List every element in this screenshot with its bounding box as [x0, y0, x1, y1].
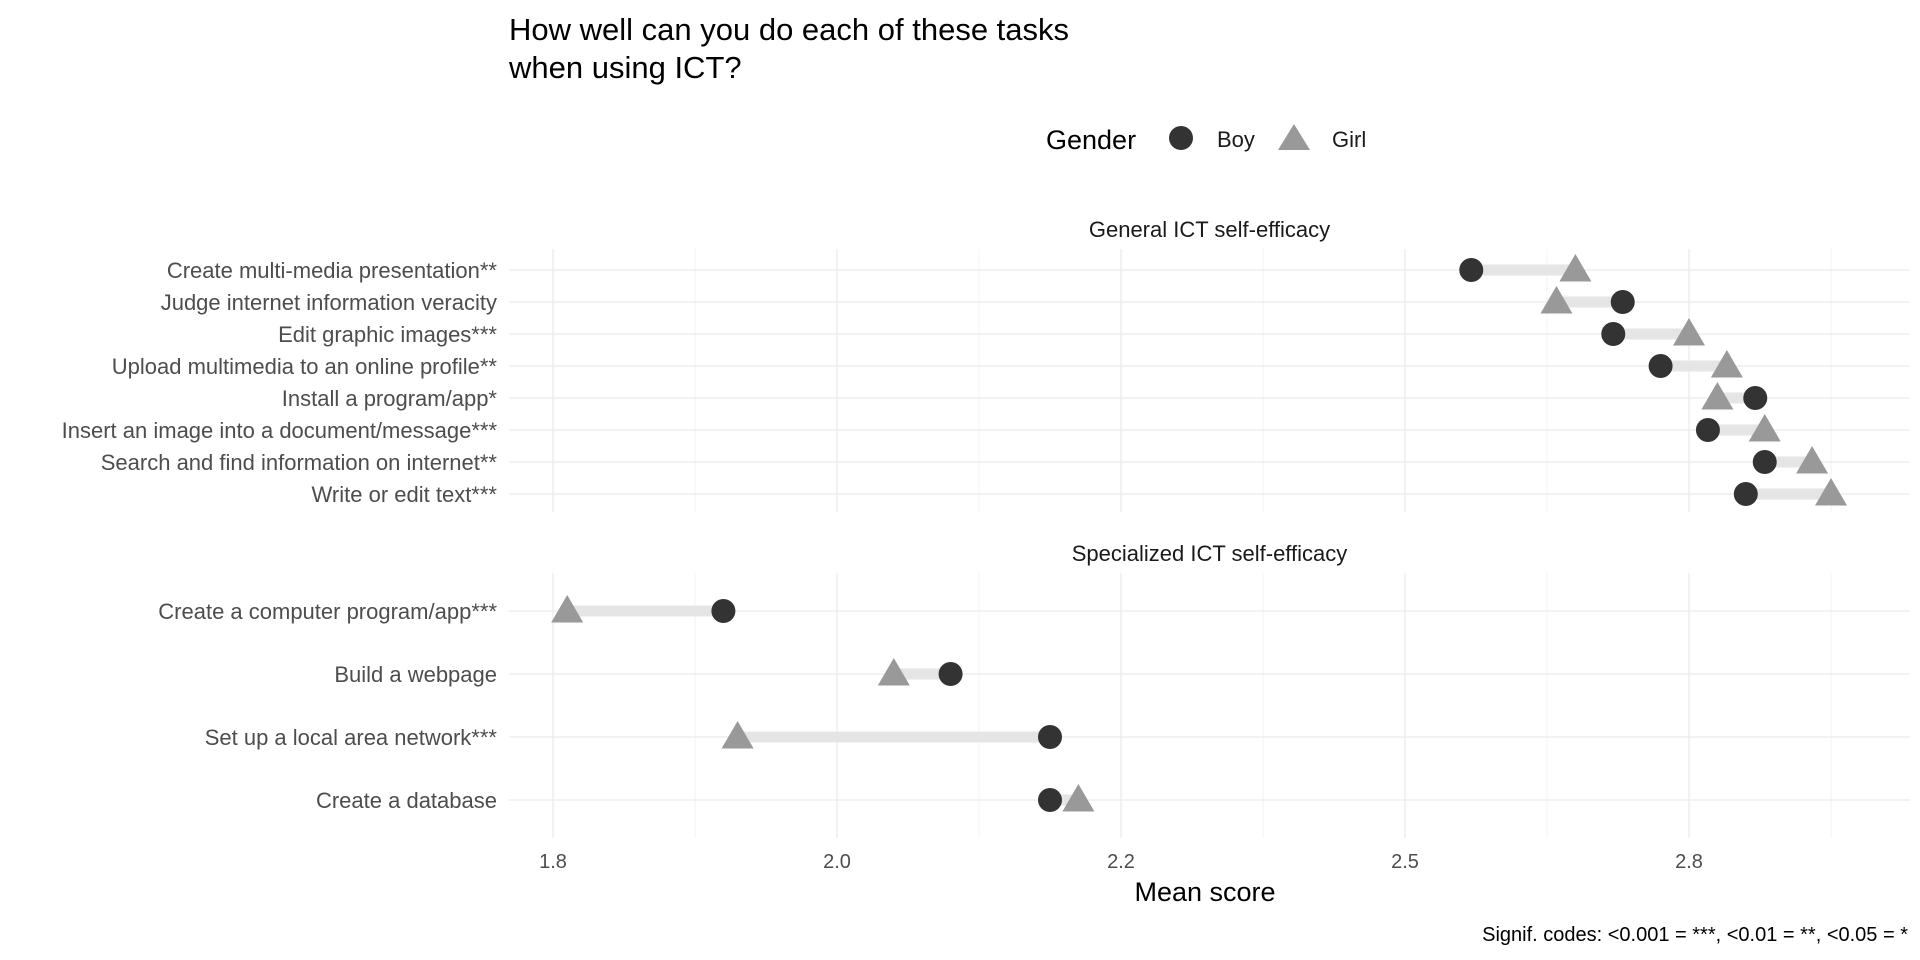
x-tick-label: 2.5 [1391, 851, 1419, 873]
girl-point [1710, 350, 1743, 378]
boy-point [1459, 258, 1484, 282]
legend-boy-marker [1169, 126, 1193, 150]
chart-title-line-2: when using ICT? [508, 50, 742, 85]
boy-point [1695, 418, 1720, 442]
x-axis: 1.8 2.0 2.2 2.5 2.8 [539, 851, 1703, 873]
row-label: Create a computer program/app*** [158, 599, 497, 624]
legend-girl-marker [1278, 124, 1310, 150]
boy-point [1733, 482, 1758, 506]
boy-point [711, 599, 736, 623]
panel-strip-title: Specialized ICT self-efficacy [1072, 541, 1348, 566]
row-label: Insert an image into a document/message*… [62, 418, 498, 443]
girl-point [721, 721, 754, 749]
panel-strip-title: General ICT self-efficacy [1089, 217, 1330, 242]
row-label: Write or edit text*** [312, 482, 498, 507]
row-label: Search and find information on internet*… [101, 450, 498, 475]
girl-point [877, 658, 910, 686]
girl-point [551, 595, 584, 623]
legend-boy-label: Boy [1217, 127, 1255, 152]
girl-point [1540, 286, 1573, 314]
row-label: Judge internet information veracity [161, 290, 497, 315]
boy-point [938, 662, 963, 686]
panel-2: Specialized ICT self-efficacy Create a co… [158, 541, 1910, 838]
legend: Gender Boy Girl [1046, 124, 1366, 155]
x-tick-label: 2.8 [1675, 851, 1703, 873]
panel-1: General ICT self-efficacy Create multi-me… [62, 217, 1910, 512]
girl-point [1062, 784, 1095, 812]
significance-caption: Signif. codes: <0.001 = ***, <0.01 = **,… [1482, 924, 1908, 946]
x-tick-label: 2.2 [1107, 851, 1135, 873]
girl-point [1748, 414, 1781, 442]
row-label: Set up a local area network*** [205, 725, 498, 750]
row-label: Create a database [316, 788, 497, 813]
girl-point [1559, 254, 1592, 282]
girl-point [1673, 318, 1705, 346]
boy-point [1601, 322, 1626, 346]
x-tick-label: 1.8 [539, 851, 567, 873]
legend-title: Gender [1046, 125, 1136, 155]
x-tick-label: 2.0 [823, 851, 851, 873]
row-label: Install a program/app* [282, 386, 498, 411]
boy-point [1752, 450, 1777, 474]
row-label: Create multi-media presentation** [167, 258, 498, 283]
girl-point [1796, 446, 1829, 474]
boy-point [1038, 788, 1062, 812]
girl-point [1701, 382, 1734, 410]
boy-point [1038, 725, 1062, 749]
boy-point [1648, 354, 1673, 378]
x-axis-label: Mean score [1134, 877, 1275, 907]
boy-point [1743, 386, 1768, 410]
row-label: Upload multimedia to an online profile** [112, 354, 498, 379]
row-label: Edit graphic images*** [278, 322, 497, 347]
girl-point [1815, 478, 1847, 506]
boy-point [1610, 290, 1635, 314]
legend-girl-label: Girl [1332, 127, 1366, 152]
plot-panels: General ICT self-efficacy Create multi-me… [62, 217, 1910, 838]
row-label: Build a webpage [334, 662, 497, 687]
chart-title-line-1: How well can you do each of these tasks [509, 12, 1069, 47]
